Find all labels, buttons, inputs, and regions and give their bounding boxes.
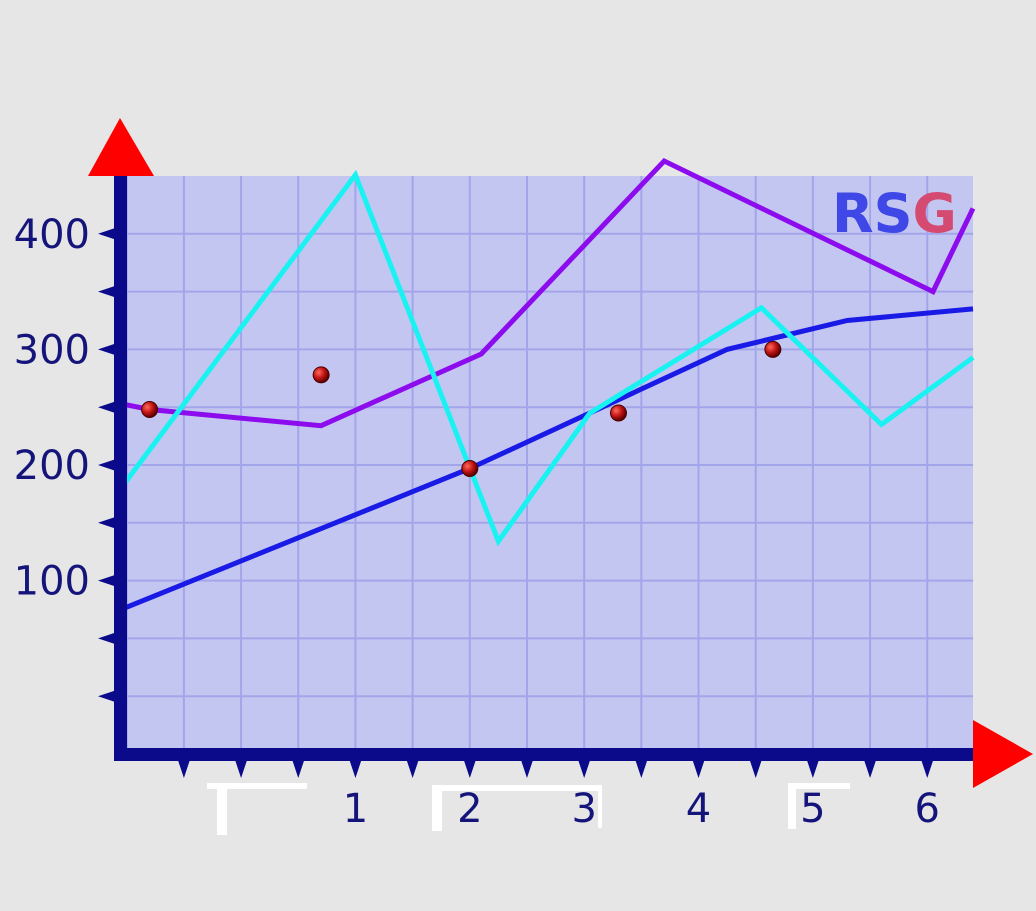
x-tick-mark-8	[635, 760, 648, 778]
logo: RSG	[832, 182, 957, 245]
y-tick-mark-8	[98, 227, 116, 240]
y-tick-mark-6	[98, 343, 116, 356]
x-label-plates	[207, 783, 850, 835]
x-tick-mark-11	[806, 760, 819, 778]
y-tick-mark-4	[98, 459, 116, 471]
grid	[121, 176, 973, 754]
series-line-1	[120, 306, 974, 612]
y-tick-label: 300	[14, 327, 90, 373]
data-marker-3	[461, 459, 479, 477]
x-tick-label: 2	[457, 786, 482, 832]
y-axis-arrow-icon	[88, 118, 154, 176]
x-tick-mark-13	[921, 760, 934, 778]
y-tick-label: 200	[14, 443, 90, 489]
x-tick-mark-6	[520, 760, 533, 778]
y-tick-mark-0	[98, 690, 116, 703]
tick-labels: 100 200 300 400 1 2 3 4 5 6	[14, 212, 940, 832]
y-tick-mark-2	[98, 574, 116, 587]
x-tick-mark-3	[349, 760, 362, 778]
y-tick-mark-1	[98, 632, 116, 645]
y-tick-label: 100	[14, 559, 90, 605]
x-tick-mark-12	[864, 760, 877, 778]
x-tick-mark-0	[177, 760, 190, 778]
y-tick-mark-3	[98, 516, 116, 529]
x-tick-label: 6	[915, 786, 940, 832]
logo-g: G	[913, 182, 957, 245]
data-marker-4	[609, 404, 627, 422]
data-marker-5	[764, 340, 782, 358]
x-tick-mark-5	[463, 760, 476, 778]
x-tick-label: 5	[800, 786, 825, 832]
logo-r: R	[832, 182, 874, 245]
x-tick-mark-7	[578, 760, 591, 778]
markers	[141, 340, 782, 477]
x-tick-mark-10	[749, 760, 762, 778]
logo-s: S	[874, 182, 913, 245]
x-tick-label: 1	[343, 786, 368, 832]
x-axis-line	[114, 748, 973, 761]
data-marker-1	[141, 401, 159, 419]
x-tick-mark-9	[692, 760, 705, 778]
data-marker-2	[312, 366, 330, 384]
x-tick-mark-2	[292, 760, 305, 778]
y-tick-mark-7	[98, 285, 116, 298]
x-tick-mark-1	[235, 760, 248, 778]
y-axis-line	[114, 176, 127, 761]
x-tick-mark-4	[406, 760, 419, 778]
x-tick-label: 3	[571, 786, 596, 832]
series-line-3	[118, 169, 975, 547]
y-tick-label: 400	[14, 212, 90, 258]
x-axis-arrow-icon	[973, 720, 1033, 788]
y-tick-mark-5	[98, 401, 116, 414]
x-tick-label: 4	[686, 786, 711, 832]
